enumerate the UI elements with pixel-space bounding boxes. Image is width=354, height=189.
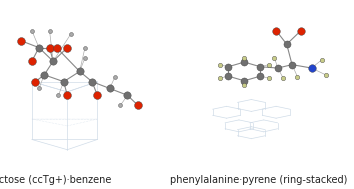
Point xyxy=(112,75,118,78)
Point xyxy=(241,84,247,87)
Point xyxy=(241,79,247,82)
Point xyxy=(50,60,56,63)
Point xyxy=(272,56,277,59)
Point xyxy=(257,75,263,78)
Point xyxy=(107,87,113,90)
Point xyxy=(61,80,67,83)
Point xyxy=(241,60,247,64)
Point xyxy=(289,63,295,66)
Point xyxy=(280,77,286,80)
Point xyxy=(82,56,88,59)
Point xyxy=(284,43,290,46)
Point xyxy=(95,94,100,97)
Point xyxy=(89,80,95,83)
Point xyxy=(225,75,231,78)
Point xyxy=(77,70,82,73)
Text: phenylalanine·pyrene (ring-stacked): phenylalanine·pyrene (ring-stacked) xyxy=(170,175,347,185)
Point xyxy=(241,56,247,59)
Point xyxy=(295,75,300,78)
Point xyxy=(135,104,141,107)
Point xyxy=(33,80,38,83)
Point xyxy=(36,46,42,49)
Point xyxy=(266,63,272,66)
Point xyxy=(82,46,88,49)
Point xyxy=(118,104,123,107)
Point xyxy=(225,65,231,68)
Point xyxy=(217,63,223,66)
Point xyxy=(266,77,272,80)
Point xyxy=(47,29,52,32)
Point xyxy=(275,67,281,70)
Point xyxy=(68,33,74,36)
Point xyxy=(29,29,35,32)
Point xyxy=(298,29,304,32)
Point xyxy=(125,94,130,97)
Point xyxy=(64,94,70,97)
Point xyxy=(18,39,24,42)
Point xyxy=(47,46,52,49)
Point xyxy=(41,73,47,76)
Point xyxy=(36,87,42,90)
Point xyxy=(273,29,279,32)
Point xyxy=(323,73,329,76)
Point xyxy=(56,94,61,97)
Point xyxy=(54,46,59,49)
Point xyxy=(257,65,263,68)
Point xyxy=(64,46,70,49)
Point xyxy=(319,58,325,61)
Point xyxy=(309,67,314,70)
Point xyxy=(217,77,223,80)
Text: galactose (ccTg+)·benzene: galactose (ccTg+)·benzene xyxy=(0,175,111,185)
Point xyxy=(29,60,35,63)
